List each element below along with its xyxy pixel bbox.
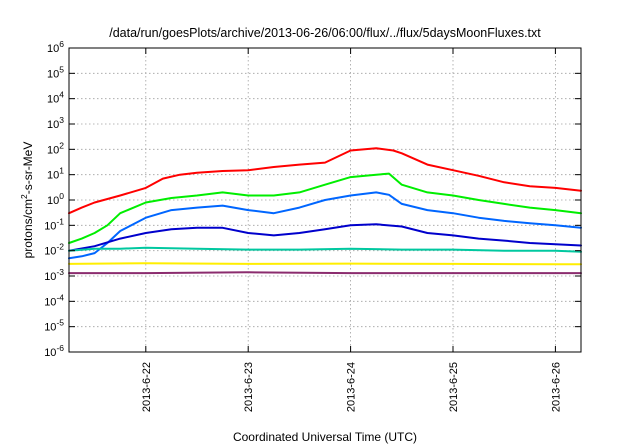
y-tick-base: 10 <box>47 68 59 80</box>
series-line-7 <box>68 271 582 275</box>
y-tick-exponent: -2 <box>56 242 64 252</box>
y-tick-label: 103 <box>47 115 64 131</box>
x-tick-label: 2013-6-22 <box>141 362 153 412</box>
y-axis-label-units: -s-sr-MeV <box>21 142 35 195</box>
y-tick-base: 10 <box>44 322 56 334</box>
y-axis-label: protons/cm2-s-sr-MeV <box>19 142 35 259</box>
y-tick-label: 10-6 <box>44 343 64 359</box>
series-line-5 <box>68 246 582 253</box>
y-tick-base: 10 <box>47 94 59 106</box>
series-line-1 <box>68 147 582 215</box>
grid <box>69 48 581 352</box>
y-axis-ticks: 10-610-510-410-310-210-11001011021031041… <box>44 39 581 359</box>
y-tick-label: 106 <box>47 39 64 55</box>
y-tick-label: 105 <box>47 64 64 80</box>
y-tick-exponent: 0 <box>59 191 64 201</box>
y-tick-exponent: 3 <box>59 115 64 125</box>
y-tick-label: 10-4 <box>44 292 64 308</box>
y-tick-base: 10 <box>47 119 59 131</box>
series-group <box>68 147 582 275</box>
y-tick-label: 10-2 <box>44 242 64 258</box>
y-axis-label-main: protons/cm <box>21 199 35 258</box>
y-tick-base: 10 <box>47 43 59 55</box>
y-tick-exponent: 6 <box>59 39 64 49</box>
x-tick-label: 2013-6-26 <box>550 362 562 412</box>
y-tick-label: 104 <box>47 90 64 106</box>
y-tick-exponent: 5 <box>59 64 64 74</box>
x-tick-label: 2013-6-24 <box>346 362 358 412</box>
y-tick-base: 10 <box>44 347 56 359</box>
y-tick-exponent: -1 <box>56 216 64 226</box>
y-tick-base: 10 <box>47 170 59 182</box>
x-axis-ticks: 2013-6-22 2013-6-23 2013-6-24 2013-6-25 2013… <box>141 48 562 412</box>
y-axis-label-exponent: 2 <box>19 194 29 199</box>
x-tick-label: 2013-6-25 <box>448 362 460 412</box>
x-tick-label: 2013-6-23 <box>243 362 255 412</box>
y-tick-exponent: -3 <box>56 267 64 277</box>
series-line-4 <box>68 223 582 252</box>
y-tick-base: 10 <box>44 271 56 283</box>
y-tick-label: 100 <box>47 191 64 207</box>
y-tick-exponent: -4 <box>56 292 64 302</box>
y-tick-exponent: -6 <box>56 343 64 353</box>
y-tick-label: 102 <box>47 140 64 156</box>
y-axis-label-group: protons/cm2-s-sr-MeV <box>19 142 35 259</box>
y-tick-exponent: 2 <box>59 140 64 150</box>
series-line-6 <box>68 262 582 266</box>
chart-title: /data/run/goesPlots/archive/2013-06-26/0… <box>109 26 541 40</box>
x-axis-label: Coordinated Universal Time (UTC) <box>233 430 417 444</box>
series-line-3 <box>68 191 582 260</box>
y-tick-exponent: -5 <box>56 318 64 328</box>
y-tick-base: 10 <box>44 220 56 232</box>
y-tick-label: 10-1 <box>44 216 64 232</box>
y-tick-base: 10 <box>47 195 59 207</box>
y-tick-label: 101 <box>47 166 64 182</box>
y-tick-label: 10-5 <box>44 318 64 334</box>
series-line-2 <box>68 172 582 244</box>
y-tick-base: 10 <box>44 296 56 308</box>
y-tick-exponent: 4 <box>59 90 64 100</box>
y-tick-base: 10 <box>47 144 59 156</box>
y-tick-label: 10-3 <box>44 267 64 283</box>
y-tick-base: 10 <box>44 246 56 258</box>
y-tick-exponent: 1 <box>59 166 64 176</box>
